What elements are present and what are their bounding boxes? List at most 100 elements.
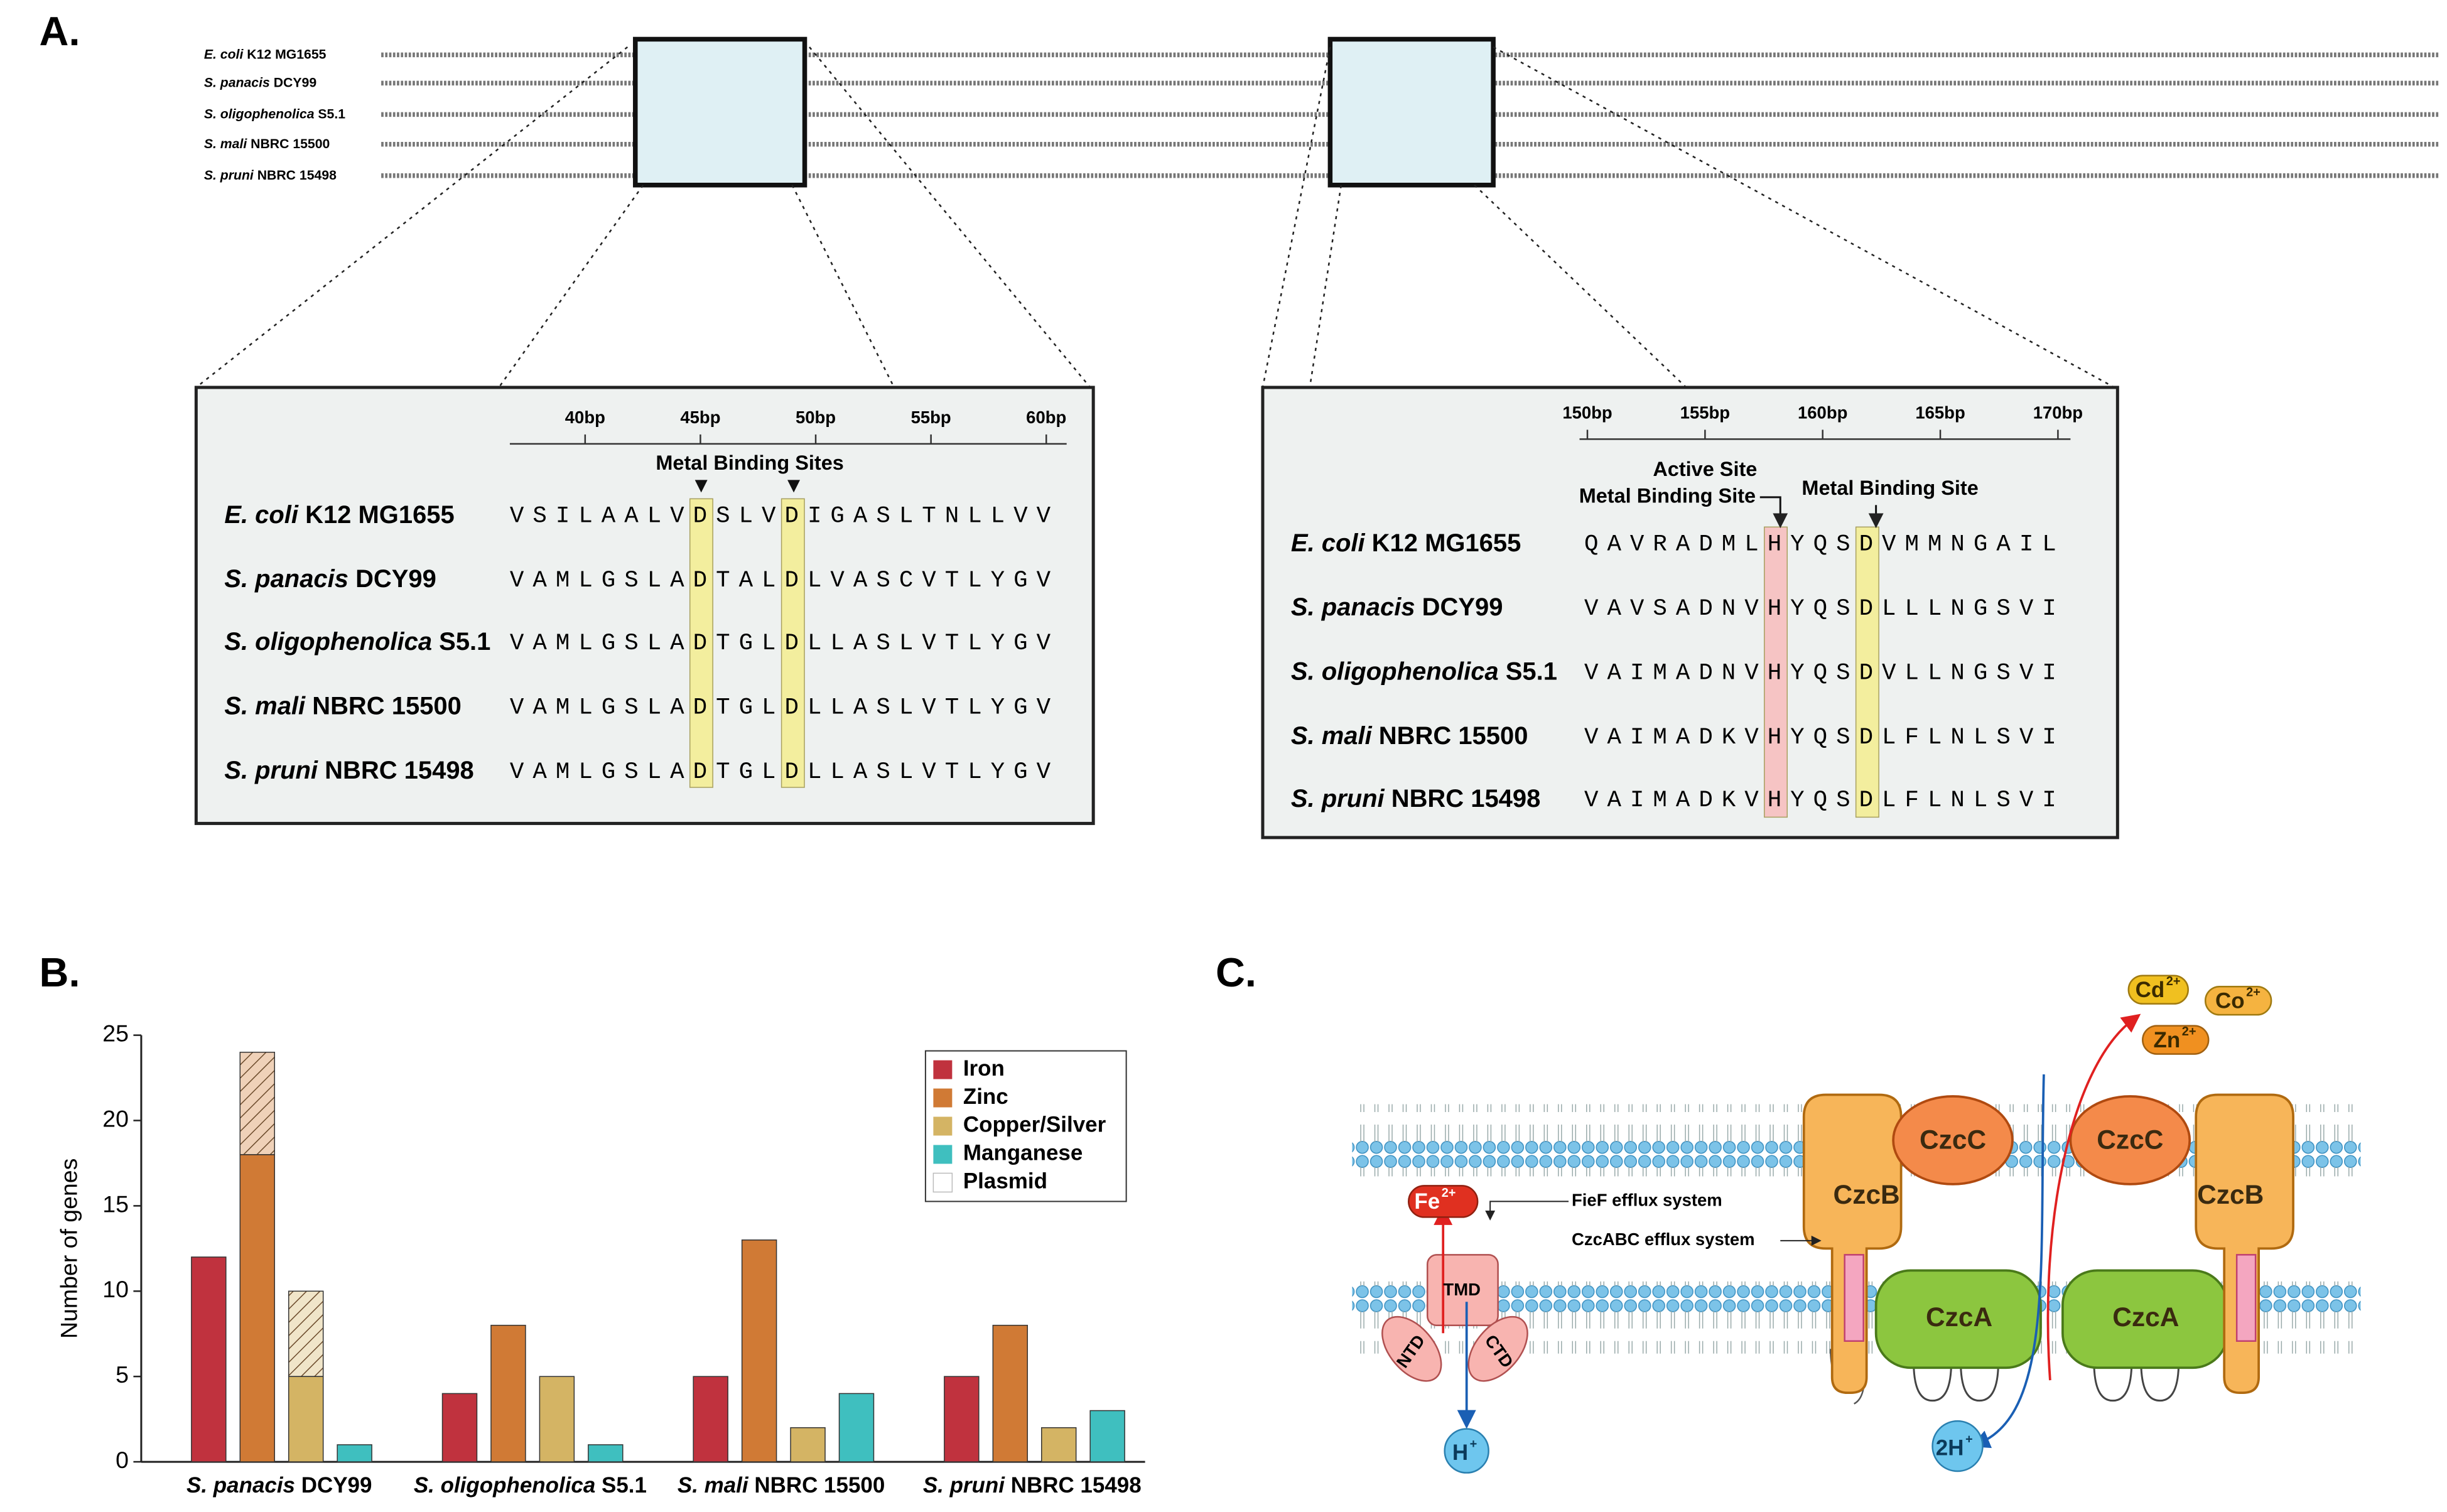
tmd xyxy=(1426,1254,1499,1326)
protein-label: CzcB xyxy=(2197,1180,2264,1209)
alignment-overview: E. coli K12 MG1655 S. panacis DCY99 S. oli… xyxy=(204,47,2439,182)
ions: Cd 2+Co 2+Zn 2+Fe 2+H +2H + xyxy=(1414,975,2261,1465)
ion-label: Co xyxy=(2215,988,2245,1013)
bar xyxy=(1089,1410,1125,1462)
species-name: S. pruni NBRC 15498 xyxy=(204,168,337,182)
bar xyxy=(539,1376,575,1462)
protein-label: CzcA xyxy=(2112,1302,2179,1332)
sequence: QAVRADMLHYQSDVMMNGAIL xyxy=(1584,532,2065,558)
sequence: VAVSADNVHYQSDLLLNGSVI xyxy=(1584,596,2065,622)
ruler-label: 165bp xyxy=(1915,403,1965,423)
bar xyxy=(441,1393,478,1462)
plasmid-bar xyxy=(239,1052,276,1155)
ntd xyxy=(1381,1315,1442,1382)
species-name: S. panacis DCY99 xyxy=(224,565,436,593)
y-tick-label: 10 xyxy=(102,1276,129,1302)
annotation: Metal Binding Site xyxy=(1579,484,1756,507)
sequence: VAIMADNVHYQSDVLLNGSVI xyxy=(1584,661,2065,687)
y-tick-label: 20 xyxy=(102,1105,129,1131)
arrow xyxy=(694,480,801,493)
highlight xyxy=(1855,526,1879,818)
ruler-label: 170bp xyxy=(2033,403,2083,423)
czcB xyxy=(2195,1093,2294,1395)
bar xyxy=(239,1154,276,1462)
panel-label: B. xyxy=(40,949,80,995)
ion-label: 2H xyxy=(1936,1435,1964,1460)
annotation: Metal Binding Site xyxy=(1801,477,1978,499)
y-axis-label: Number of genes xyxy=(55,1158,82,1339)
annotation: Active Site xyxy=(1653,458,1757,480)
y-tick-label: 15 xyxy=(102,1191,129,1217)
y-tick-label: 0 xyxy=(116,1447,129,1473)
czcC xyxy=(2069,1095,2191,1185)
bar xyxy=(337,1444,372,1462)
ion-charge: 2+ xyxy=(2246,985,2261,999)
system-label: CzcABC efflux system xyxy=(1572,1229,1755,1249)
bar xyxy=(288,1376,324,1462)
ion-label: Fe xyxy=(1414,1189,1440,1214)
species-name: E. coli K12 MG1655 xyxy=(224,500,454,528)
system-label: FieF efflux system xyxy=(1572,1191,1722,1210)
zoom-region xyxy=(1327,36,1496,188)
ion-charge: 2+ xyxy=(2166,975,2181,988)
sequence: VAIMADKVHYQSDLFLNLSVI xyxy=(1584,725,2065,751)
bar xyxy=(992,1324,1029,1462)
legend-box xyxy=(924,1050,1127,1202)
species-name: S. oligophenolica S5.1 xyxy=(204,107,345,121)
legend-swatch xyxy=(933,1060,953,1079)
species-name: S. mali NBRC 15500 xyxy=(224,692,462,720)
bar xyxy=(588,1444,624,1462)
ruler-label: 150bp xyxy=(1562,403,1612,423)
legend-label: Manganese xyxy=(963,1141,1083,1165)
species-name: S. mali NBRC 15500 xyxy=(1291,722,1528,750)
x-tick-label: S. mali NBRC 15500 xyxy=(678,1473,885,1498)
highlight xyxy=(781,498,805,788)
sequence: VSILAALVDSLVDIGASLTNLLVV xyxy=(510,504,1059,530)
sequence: VAMLGSLADTGLDLLASLVTLYGV xyxy=(510,694,1059,721)
ruler-label: 45bp xyxy=(680,408,720,427)
panel-label: C. xyxy=(1216,949,1256,995)
ruler-label: 160bp xyxy=(1798,403,1847,423)
ion-charge: + xyxy=(1470,1437,1477,1451)
ruler-label: 60bp xyxy=(1026,408,1066,427)
bar xyxy=(191,1256,227,1462)
bar xyxy=(741,1239,777,1462)
legend-label: Copper/Silver xyxy=(963,1113,1106,1137)
bar xyxy=(693,1376,728,1462)
annotation: Metal Binding Sites xyxy=(656,451,843,474)
protein-label: CzcC xyxy=(2097,1125,2163,1155)
zoom-alignment: 40bp 45bp 50bp 55bp 60bp E. coli K12 MG1655 VS… xyxy=(224,408,1067,788)
x-tick-label: S. oligophenolica S5.1 xyxy=(414,1473,647,1498)
ruler-label: 40bp xyxy=(565,408,605,427)
ion-charge: 2+ xyxy=(1442,1186,1456,1200)
y-tick-label: 25 xyxy=(102,1020,129,1047)
sequence: VAMLGSLADTALDLVASCVTLYGV xyxy=(510,568,1059,594)
czcB xyxy=(1802,1093,1903,1395)
ruler-label: 155bp xyxy=(1680,403,1730,423)
czcC xyxy=(1892,1095,2014,1185)
sequence: VAIMADKVHYQSDLFLNLSVI xyxy=(1584,787,2065,814)
species-name: S. panacis DCY99 xyxy=(204,75,316,90)
legend-swatch xyxy=(933,1088,953,1108)
species-name: S. pruni NBRC 15498 xyxy=(224,757,473,784)
bar xyxy=(838,1393,875,1462)
bar xyxy=(490,1324,526,1462)
legend-swatch xyxy=(933,1116,953,1136)
ion-charge: + xyxy=(1965,1432,1973,1446)
helix xyxy=(2235,1254,2257,1342)
protein-label: TMD xyxy=(1443,1280,1481,1299)
legend-label: Plasmid xyxy=(963,1169,1047,1194)
zoom-box xyxy=(194,386,1095,825)
highlight xyxy=(689,498,713,788)
zoom-alignment: 150bp 155bp 160bp 165bp 170bp E. coli K12 MG1… xyxy=(1291,403,2083,818)
zoom-box xyxy=(1261,386,2119,840)
ctd xyxy=(1467,1315,1528,1382)
ion-label: H xyxy=(1452,1440,1468,1465)
protein-label: CzcA xyxy=(1926,1302,1992,1332)
ion-label: Cd xyxy=(2136,978,2165,1002)
species-name: E. coli K12 MG1655 xyxy=(204,47,327,62)
protein-label: CzcC xyxy=(1920,1125,1986,1155)
zoom-lines xyxy=(195,46,2115,389)
ruler-label: 55bp xyxy=(911,408,951,427)
